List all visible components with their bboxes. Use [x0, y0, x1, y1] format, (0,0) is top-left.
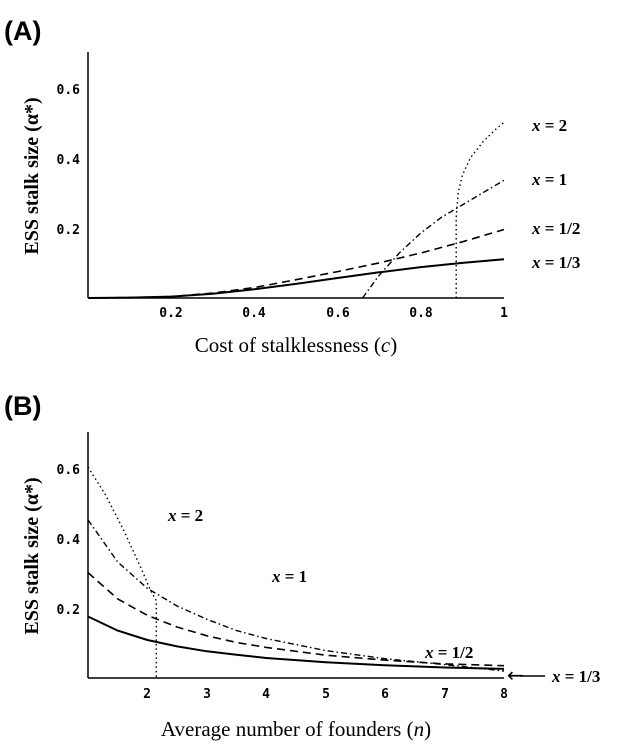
panel-b-x-tick: 8 [500, 687, 508, 702]
panel-b-x-tick: 7 [441, 687, 449, 702]
panel-b-x-tick: 2 [143, 687, 151, 702]
series-line-solid [87, 258, 505, 299]
panel-a: (A) 0.2 0.4 0.6 0.8 1 0.2 0.4 0.6 Cost o… [4, 16, 580, 357]
panel-b: (B) 2 3 4 5 6 7 8 0.2 0.4 0.6 Average nu… [4, 391, 600, 741]
panel-b-y-axis-title: ESS stalk size (α*) [21, 477, 43, 634]
panel-a-series [87, 121, 505, 299]
panel-a-series-labels: x = 2 x = 1 x = 1/2 x = 1/3 [531, 116, 580, 272]
series-line-dashdot [362, 179, 505, 299]
series-label-x2: x = 2 [531, 116, 567, 135]
panel-a-x-tick: 0.2 [159, 306, 182, 321]
series-label-x1-2: x = 1/2 [424, 643, 473, 662]
panel-b-y-ticks: 0.2 0.4 0.6 [57, 463, 81, 618]
arrow-icon: ← [507, 663, 524, 687]
panel-b-x-tick: 6 [381, 687, 389, 702]
panel-b-series [87, 466, 505, 678]
series-line-dotted [455, 121, 505, 298]
panel-a-x-tick: 0.4 [242, 306, 266, 321]
series-label-x1: x = 1 [531, 170, 567, 189]
panel-a-y-tick: 0.6 [57, 83, 81, 98]
series-line-solid [87, 615, 505, 670]
panel-a-x-axis-title: Cost of stalklessness (c) [195, 333, 397, 357]
panel-a-y-tick: 0.2 [57, 223, 80, 238]
panel-b-x-ticks: 2 3 4 5 6 7 8 [143, 687, 508, 702]
panel-b-label: (B) [4, 391, 41, 421]
panel-b-y-tick: 0.2 [57, 603, 80, 618]
panel-a-x-tick: 0.8 [409, 306, 433, 321]
panel-b-y-tick: 0.6 [57, 463, 81, 478]
series-line-dotted [87, 466, 157, 678]
series-label-x1: x = 1 [271, 567, 307, 586]
series-label-x1-3: x = 1/3 [551, 667, 600, 686]
series-line-dashdot [87, 519, 505, 672]
panel-b-x-tick: 4 [262, 687, 270, 702]
panel-b-series-labels: x = 2 x = 1 x = 1/2 ← x = 1/3 [167, 506, 600, 687]
panel-b-x-tick: 3 [203, 687, 211, 702]
panel-a-x-tick: 0.6 [326, 306, 350, 321]
panel-a-y-axis-title: ESS stalk size (α*) [21, 97, 43, 254]
panel-a-x-ticks: 0.2 0.4 0.6 0.8 1 [159, 306, 508, 321]
series-label-x2: x = 2 [167, 506, 203, 525]
panel-a-x-tick: 1 [500, 306, 508, 321]
series-label-x1-2: x = 1/2 [531, 219, 580, 238]
panel-a-label: (A) [4, 16, 41, 46]
panel-a-y-tick: 0.4 [57, 153, 81, 168]
panel-b-x-tick: 5 [322, 687, 330, 702]
panel-b-x-axis-title: Average number of founders (n) [161, 717, 431, 741]
panel-a-y-ticks: 0.2 0.4 0.6 [57, 83, 81, 238]
series-line-dashed [87, 228, 505, 299]
series-label-x1-3: x = 1/3 [531, 253, 580, 272]
panel-b-y-tick: 0.4 [57, 533, 81, 548]
